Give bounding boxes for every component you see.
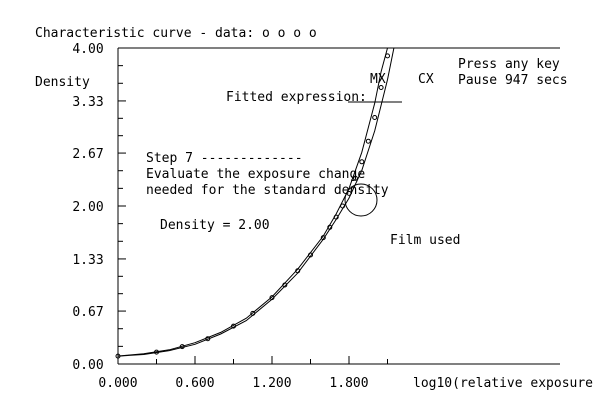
- density-readout: Density = 2.00: [160, 218, 270, 233]
- data-point: [333, 214, 339, 220]
- chart-title: Characteristic curve - data: o o o o: [35, 26, 317, 41]
- film-used-label: Film used: [390, 233, 460, 248]
- data-point: [154, 349, 159, 355]
- pause-seconds-text: Pause 947 secs: [458, 73, 568, 88]
- press-any-key-text: Press any key: [458, 57, 560, 72]
- series-label-mx: MX: [370, 72, 386, 87]
- data-point: [231, 323, 236, 329]
- y-ticks: 0.00 0.67 1.33 2.00 2.67 3.33 4.00: [72, 42, 126, 373]
- y-tick-label: 2.00: [72, 200, 103, 215]
- density-target-circle: [344, 183, 378, 217]
- y-tick-label: 3.33: [72, 95, 103, 110]
- step-description-line1: Evaluate the exposure change: [146, 167, 365, 182]
- series-label-cx: CX: [418, 72, 434, 87]
- x-tick-label: 1.800: [329, 376, 368, 391]
- y-tick-label: 2.67: [72, 147, 103, 162]
- data-point: [269, 295, 275, 301]
- y-tick-label: 4.00: [72, 42, 103, 57]
- x-tick-label: 1.200: [252, 376, 291, 391]
- data-point: [250, 310, 256, 316]
- data-point: [295, 268, 301, 274]
- y-tick-label: 0.00: [72, 358, 103, 373]
- data-point: [115, 353, 121, 359]
- y-axis-label: Density: [35, 75, 90, 90]
- step-description-line2: needed for the standard density: [146, 183, 389, 198]
- y-tick-label: 1.33: [72, 253, 103, 268]
- data-point: [179, 344, 185, 350]
- data-point: [327, 224, 333, 230]
- data-point: [365, 138, 371, 144]
- data-point: [205, 336, 211, 342]
- data-point: [282, 282, 288, 288]
- data-point: [340, 203, 346, 209]
- data-point: [372, 115, 378, 120]
- fitted-expression-label: Fitted expression:: [226, 90, 367, 105]
- data-point: [378, 85, 384, 90]
- data-point: [308, 252, 313, 258]
- x-tick-label: 0.600: [175, 376, 214, 391]
- x-tick-label: 0.000: [98, 376, 137, 391]
- data-point: [385, 53, 390, 59]
- data-point: [352, 175, 358, 181]
- y-tick-label: 0.67: [72, 305, 103, 320]
- data-point: [346, 190, 352, 196]
- data-points: [115, 53, 390, 359]
- step-heading: Step 7 -------------: [146, 151, 303, 166]
- x-axis-label: log10(relative exposure: [413, 376, 593, 391]
- data-point: [359, 159, 365, 165]
- x-ticks: 0.000 0.600 1.200 1.800: [98, 356, 388, 391]
- data-point: [320, 235, 326, 241]
